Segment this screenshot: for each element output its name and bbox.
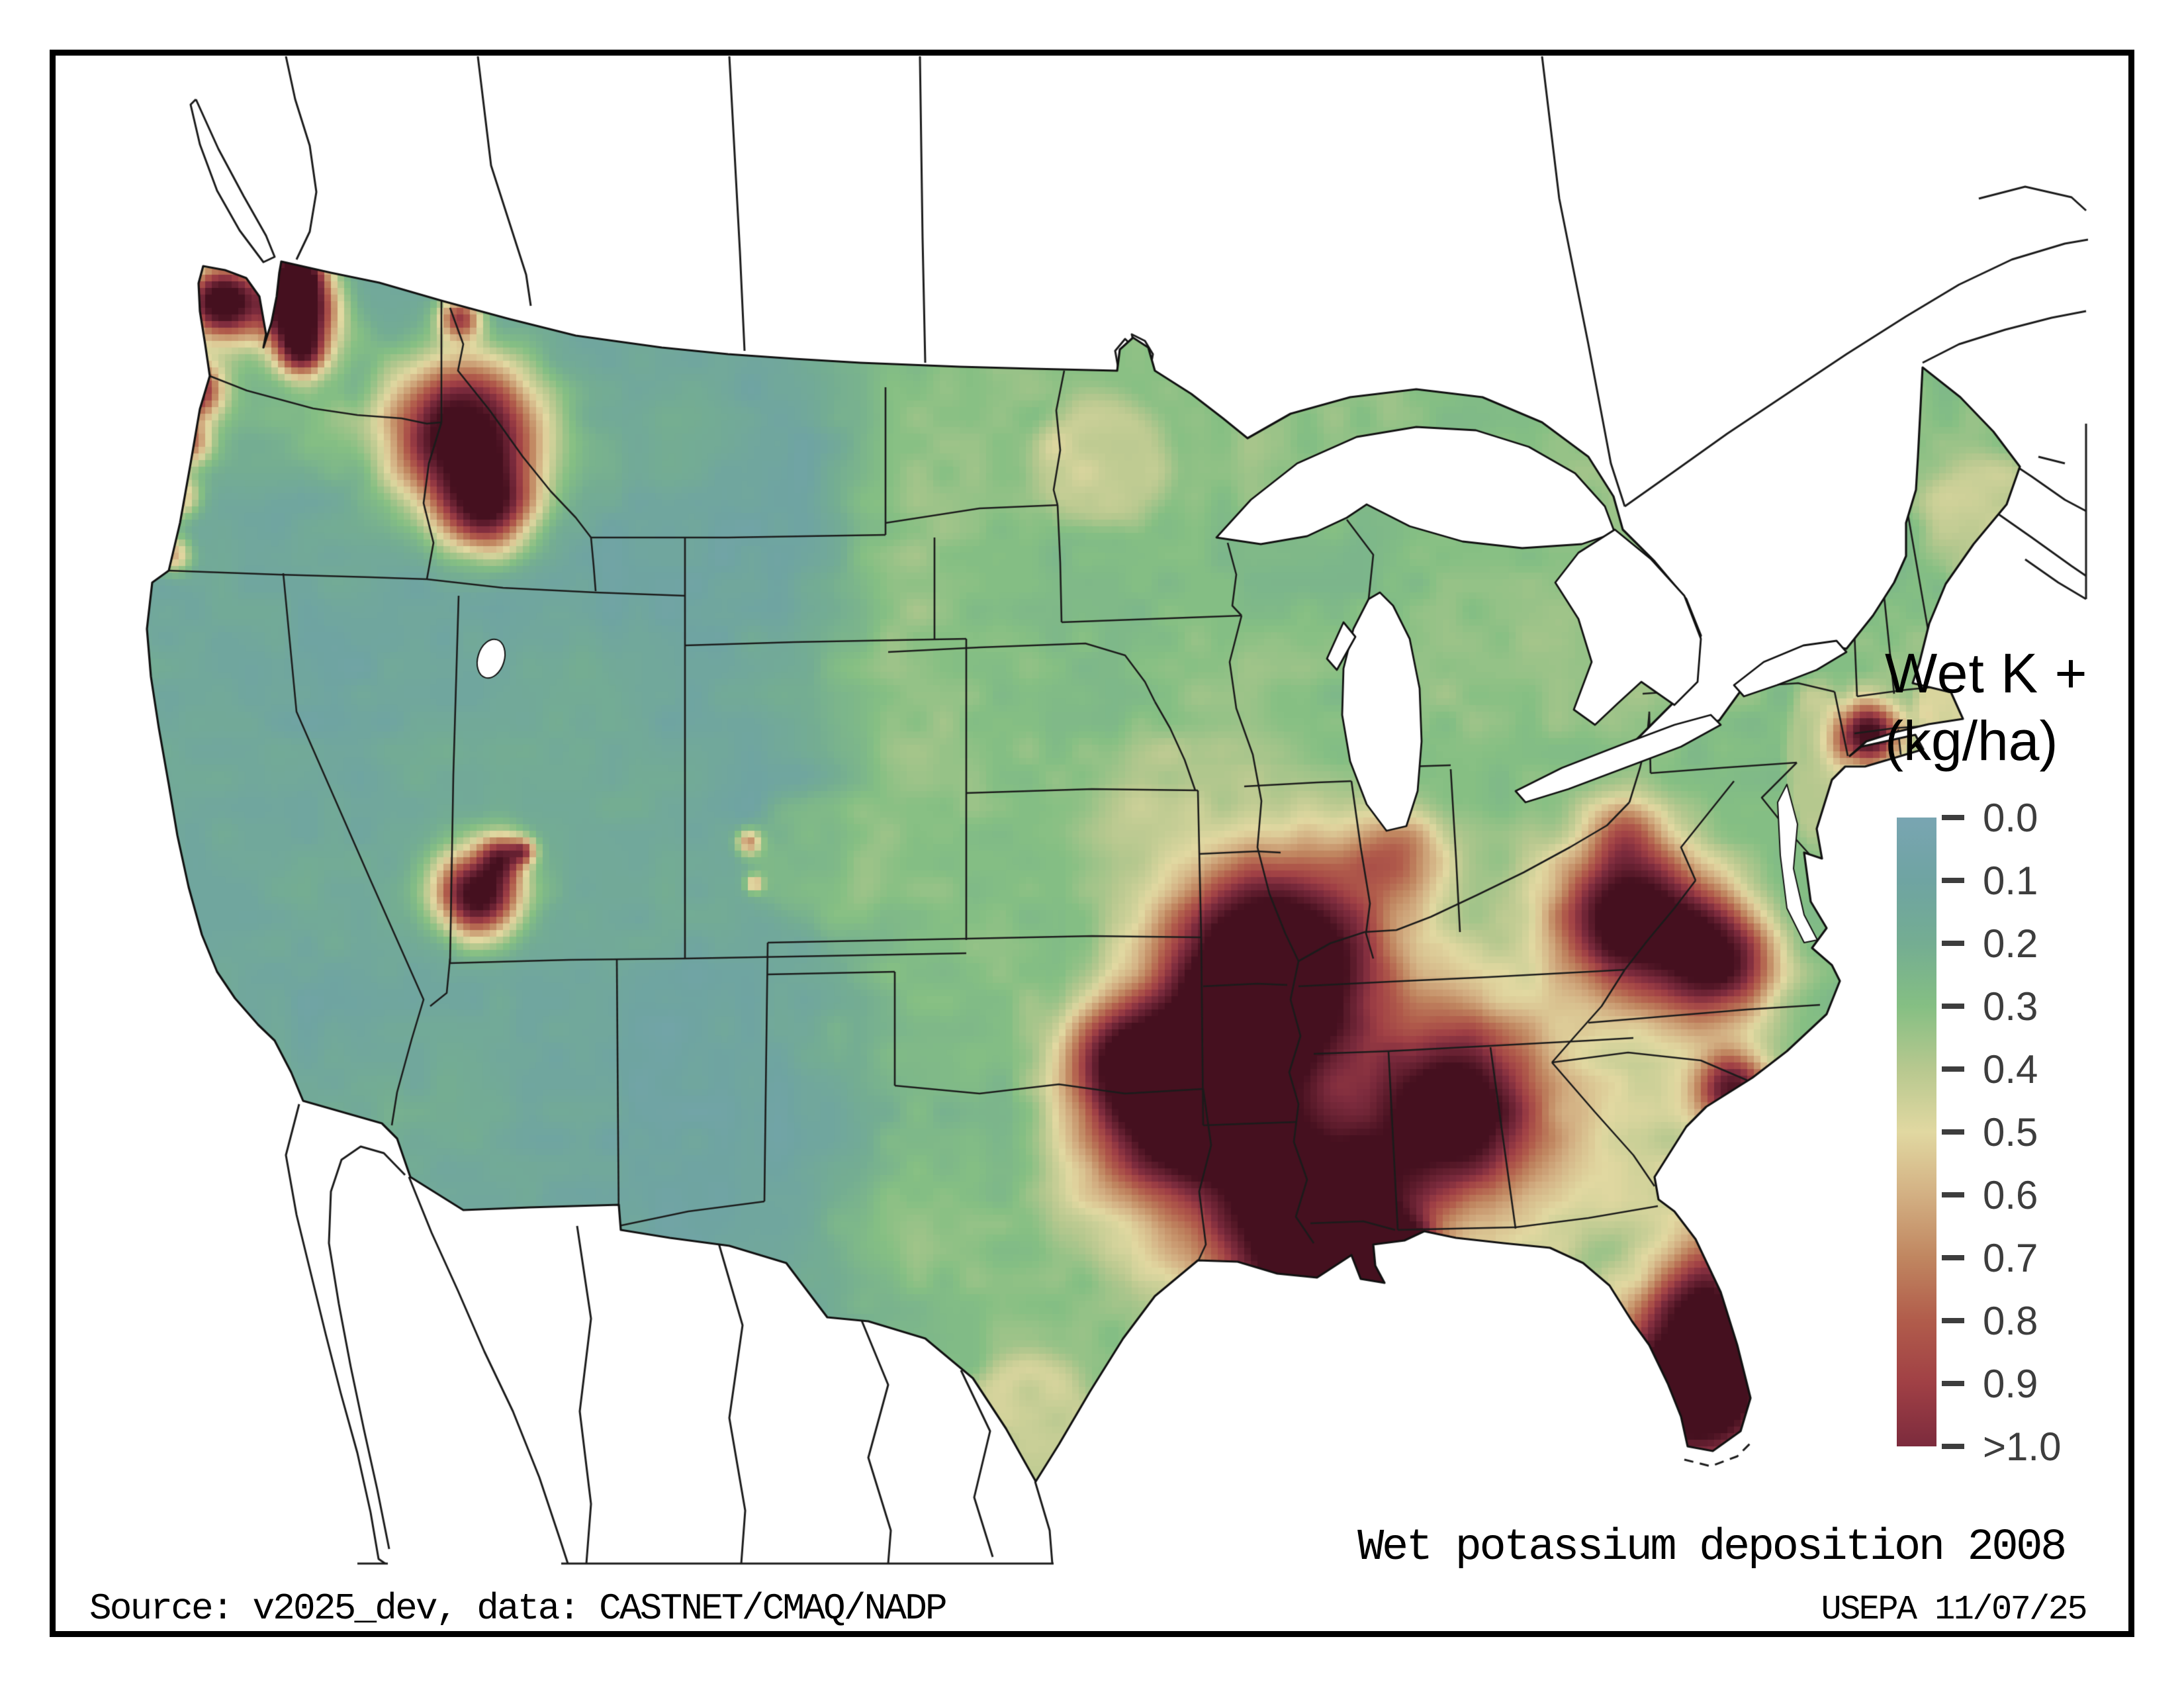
source-note: Source: v2025_dev, data: CASTNET/CMAQ/NA… xyxy=(89,1587,948,1630)
legend-tick xyxy=(1942,1381,1964,1386)
legend-tick-label: 0.7 xyxy=(1983,1236,2038,1280)
legend-tick xyxy=(1942,815,1964,820)
legend-tick-label: 0.5 xyxy=(1983,1110,2038,1154)
legend-tick-label: >1.0 xyxy=(1983,1425,2062,1469)
legend-tick xyxy=(1942,1444,1964,1449)
legend-tick-label: 0.9 xyxy=(1983,1362,2038,1406)
legend-colorbar xyxy=(1897,818,1936,1446)
legend-title: Wet K + xyxy=(1885,642,2088,704)
legend-tick-label: 0.6 xyxy=(1983,1173,2038,1217)
legend-tick-label: 0.1 xyxy=(1983,859,2038,903)
legend-tick xyxy=(1942,1066,1964,1072)
legend-tick xyxy=(1942,1004,1964,1009)
legend-tick-label: 0.2 xyxy=(1983,921,2038,966)
legend-tick xyxy=(1942,1192,1964,1197)
legend-tick-label: 0.4 xyxy=(1983,1047,2038,1092)
legend-tick xyxy=(1942,1255,1964,1260)
legend: Wet K + (kg/ha) xyxy=(1885,645,2150,769)
map-title: Wet potassium deposition 2008 xyxy=(1357,1523,2067,1573)
legend-tick xyxy=(1942,941,1964,946)
legend-tick-label: 0.3 xyxy=(1983,984,2038,1029)
legend-tick-label: 0.8 xyxy=(1983,1299,2038,1343)
legend-units-label: (kg/ha) xyxy=(1885,710,2058,772)
legend-tick xyxy=(1942,878,1964,883)
agency-date-note: USEPA 11/07/25 xyxy=(1821,1590,2088,1629)
legend-tick xyxy=(1942,1129,1964,1135)
legend-tick xyxy=(1942,1318,1964,1323)
legend-tick-label: 0.0 xyxy=(1983,796,2038,840)
